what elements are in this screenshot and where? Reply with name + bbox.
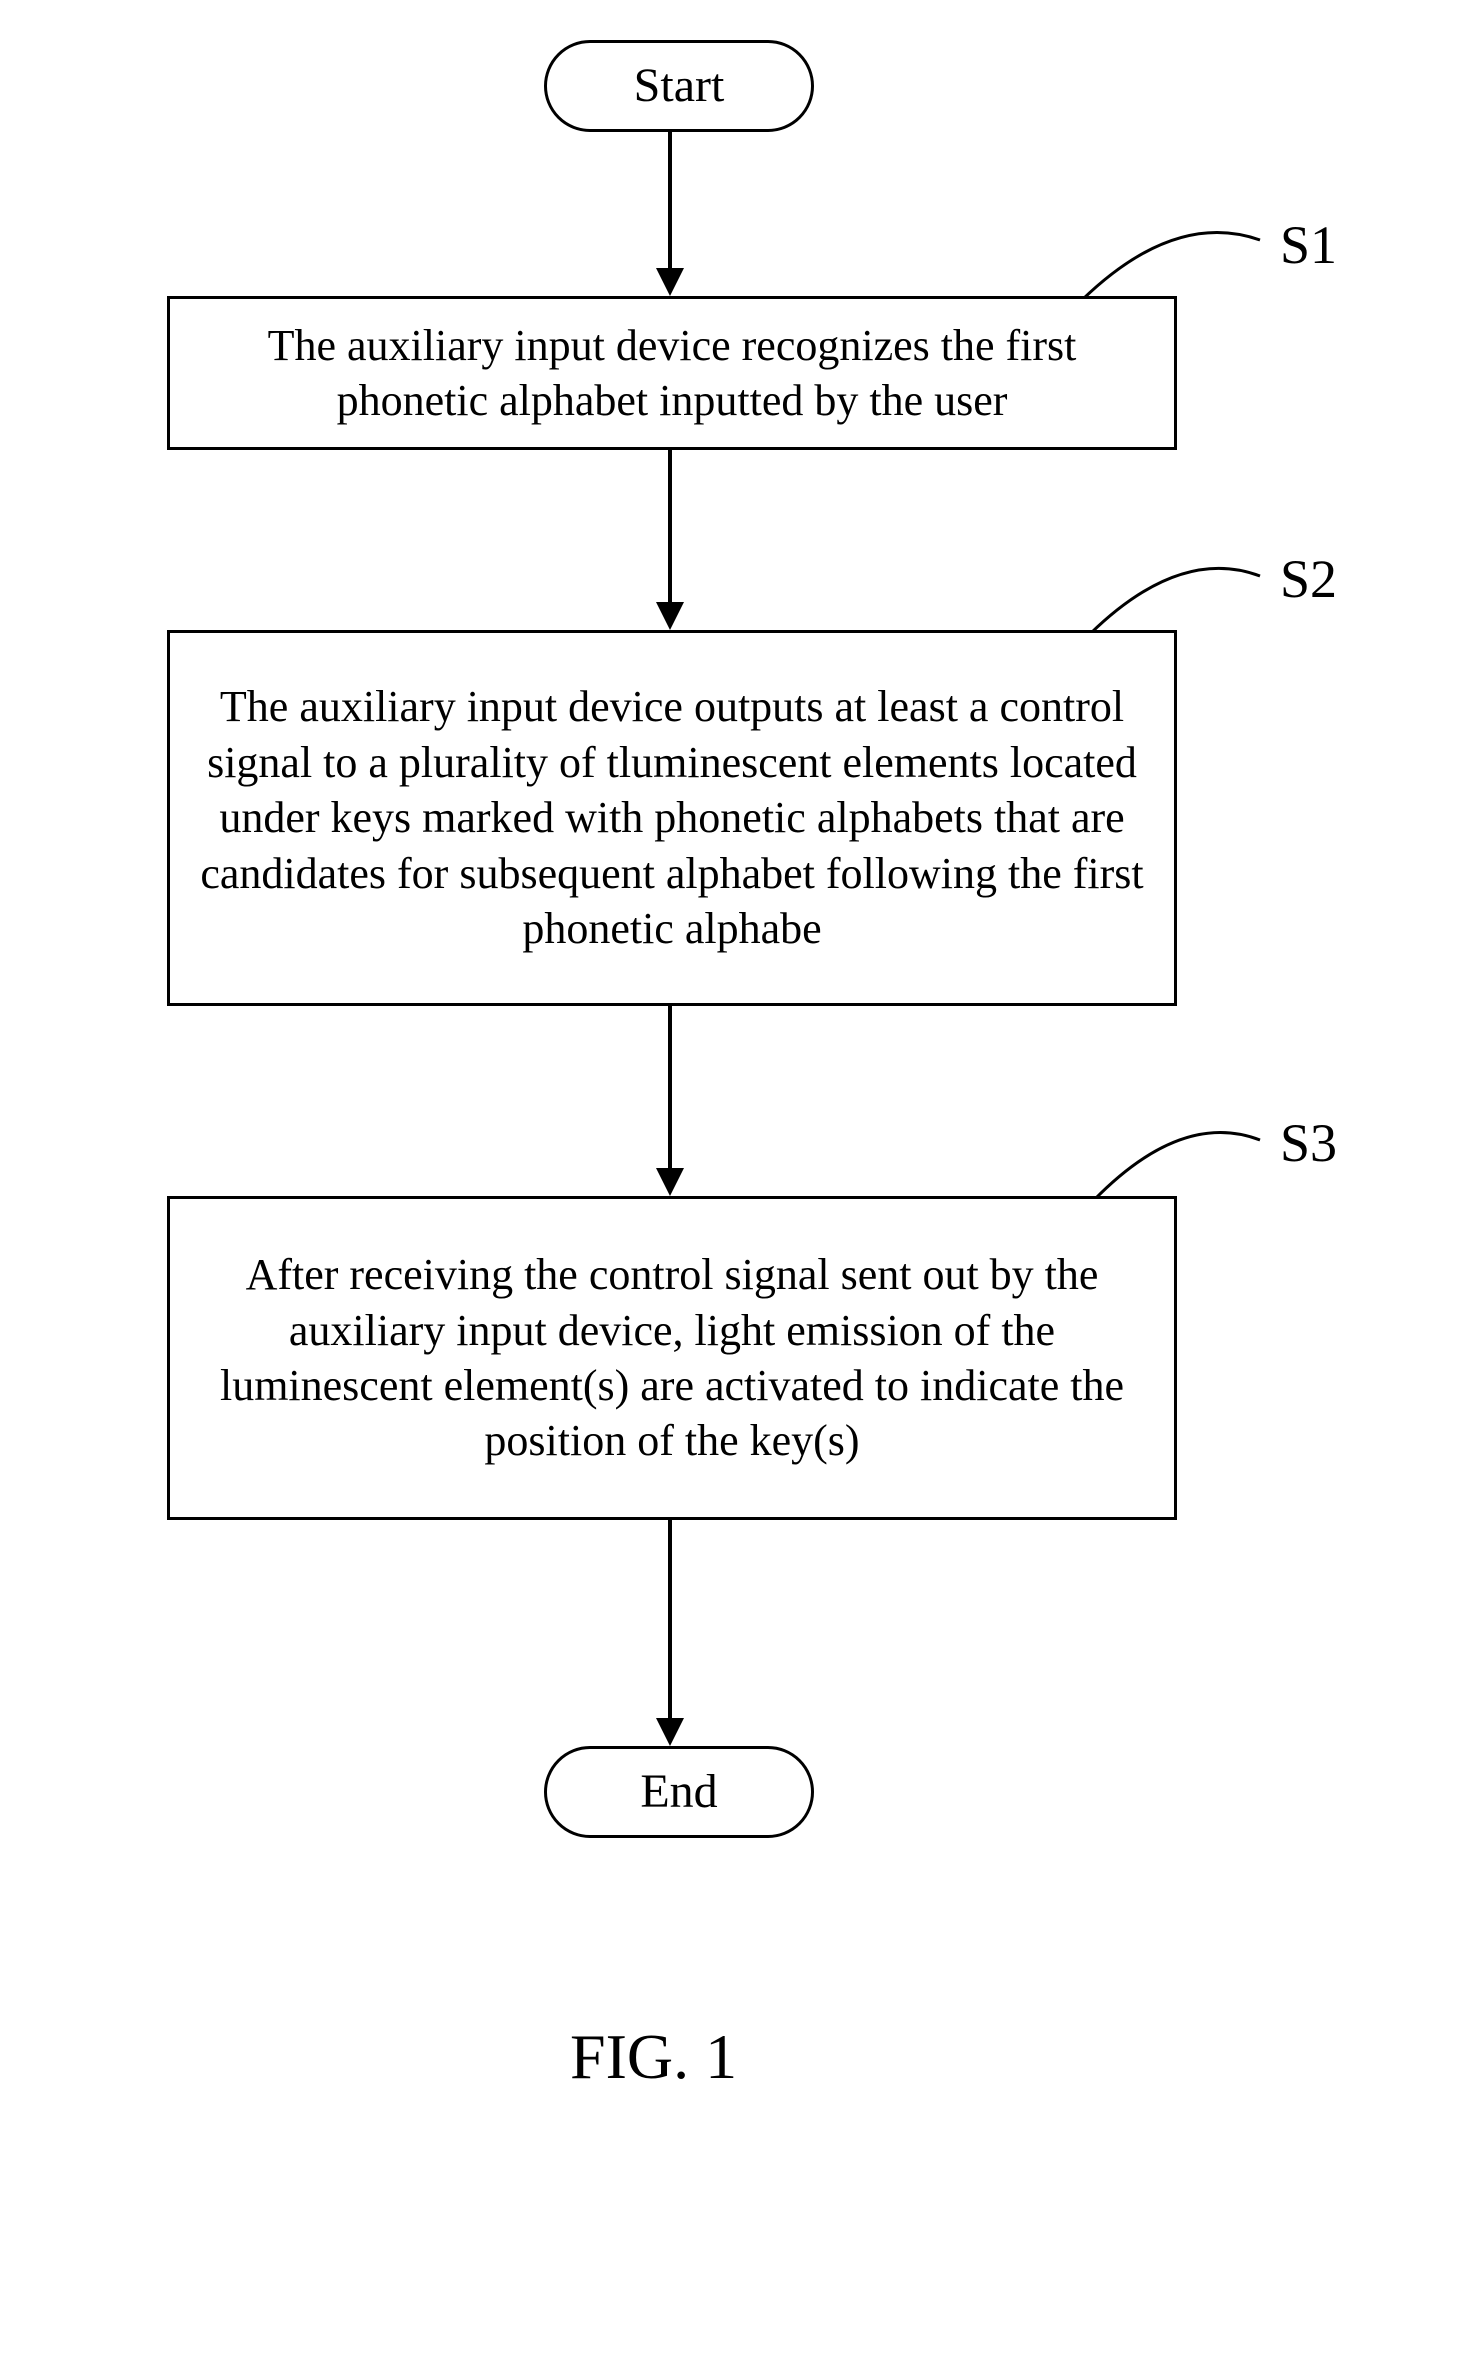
edge-s3-end (668, 1520, 672, 1720)
figure-caption: FIG. 1 (570, 2020, 737, 2094)
leader-s3 (0, 0, 1479, 2366)
edge-s3-end-head (656, 1718, 684, 1746)
flowchart-canvas: Start S1 The auxiliary input device reco… (0, 0, 1479, 2366)
end-text: End (640, 1762, 717, 1822)
step-s3: After receiving the control signal sent … (167, 1196, 1177, 1520)
step-s3-text: After receiving the control signal sent … (198, 1247, 1146, 1469)
end-terminator: End (544, 1746, 814, 1838)
label-s3: S3 (1280, 1112, 1337, 1174)
